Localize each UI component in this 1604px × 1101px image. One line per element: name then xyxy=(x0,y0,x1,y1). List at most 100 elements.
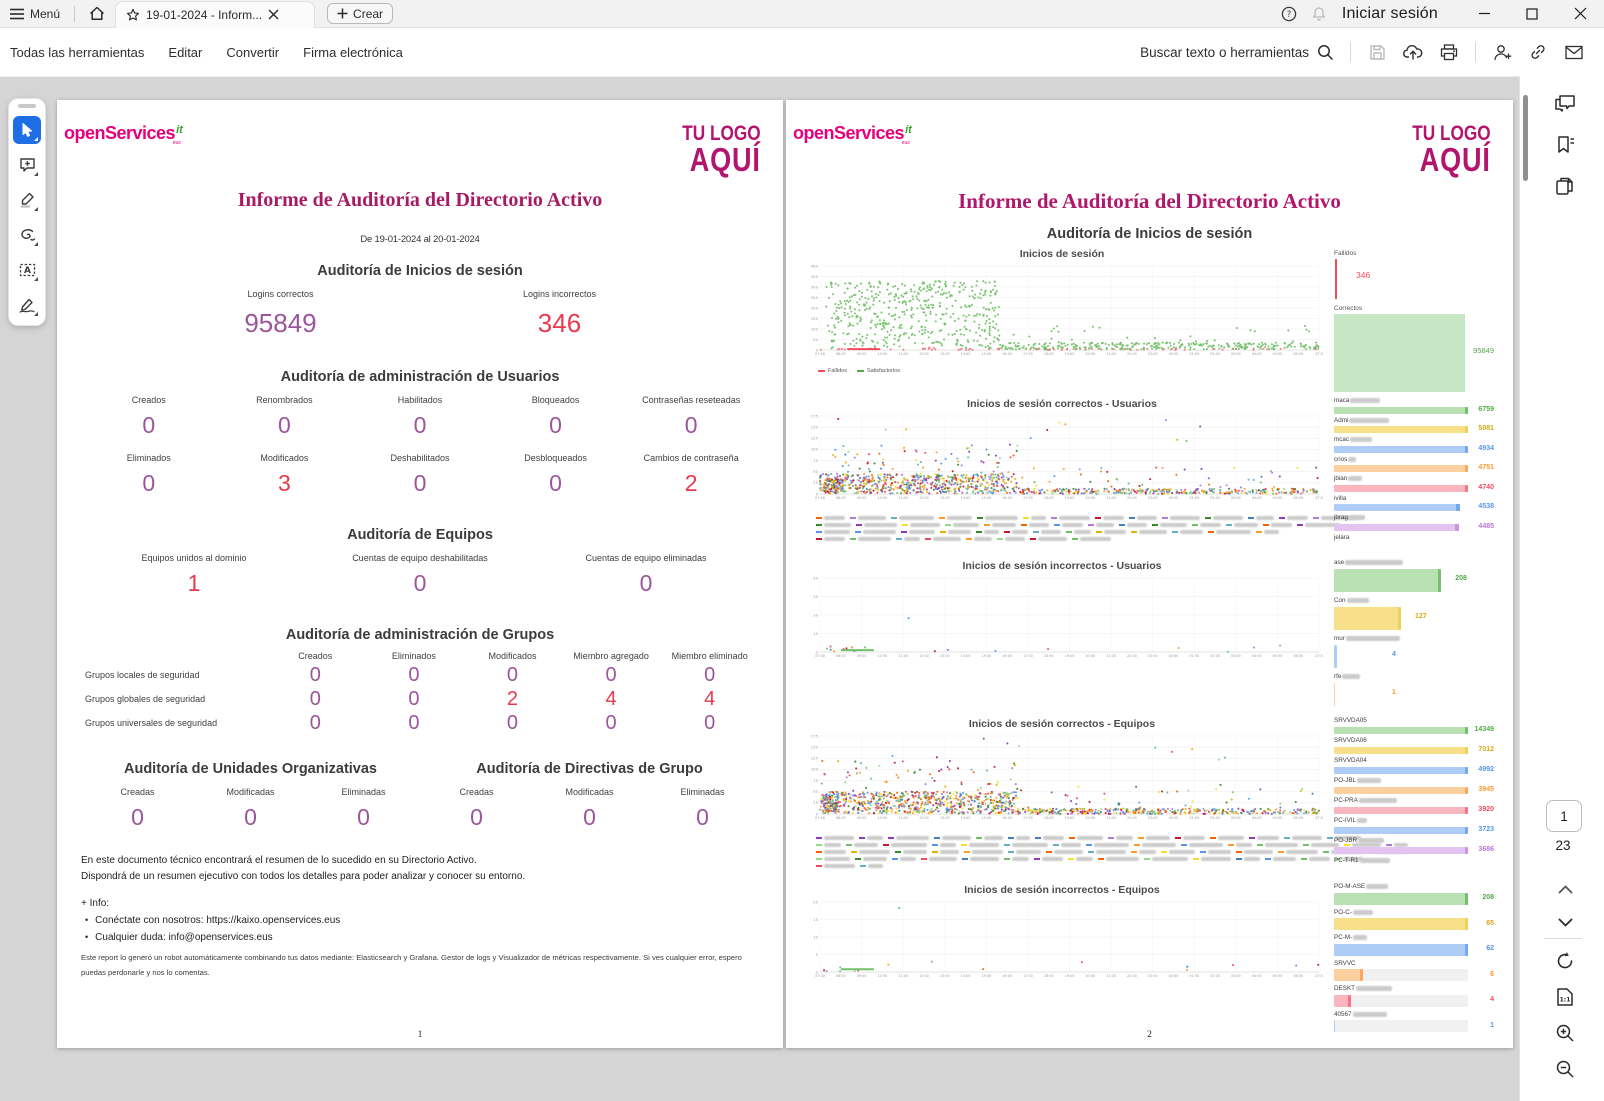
bar-label: ivilla xyxy=(1334,494,1347,502)
svg-text:23:00: 23:00 xyxy=(1148,654,1158,658)
bar-fill xyxy=(1334,786,1468,794)
request-signatures-button[interactable] xyxy=(1486,36,1518,68)
bookmarks-panel-button[interactable] xyxy=(1552,132,1578,158)
legend-item-redacted xyxy=(1335,856,1363,861)
esign-menu[interactable]: Firma electrónica xyxy=(303,44,403,60)
legend-item-redacted xyxy=(1205,515,1243,520)
vertical-scrollbar-thumb[interactable] xyxy=(1523,95,1528,181)
search-field[interactable]: Buscar texto o herramientas xyxy=(1140,44,1334,61)
ou-gpo-sections: Auditoría de Unidades Organizativas Crea… xyxy=(81,761,759,831)
select-tool[interactable] xyxy=(13,116,41,144)
minimize-button[interactable] xyxy=(1460,0,1508,27)
chart-side-correctos-usuarios: maca 6759 Admi 5081 mcac 4934 crios 4751 jbian 47… xyxy=(1334,397,1494,554)
legend-item-redacted xyxy=(1098,856,1139,861)
redacted-label xyxy=(970,856,999,861)
metric: Contraseñas reseteadas 0 xyxy=(623,395,759,439)
legend-swatch xyxy=(1008,836,1014,839)
svg-text:04:00: 04:00 xyxy=(1252,974,1262,978)
svg-text:09:00: 09:00 xyxy=(857,496,867,500)
legend-item-redacted xyxy=(891,515,934,520)
bar-fill xyxy=(1334,682,1336,706)
next-page-button[interactable] xyxy=(1552,909,1578,935)
bar-label: PC-PRA xyxy=(1334,797,1494,805)
zoom-out-button[interactable] xyxy=(1552,1056,1578,1082)
grupos-cell-value: 0 xyxy=(309,664,321,687)
metric-label: Contraseñas reseteadas xyxy=(642,395,741,406)
legend-item-redacted xyxy=(932,849,959,854)
select-text-tool[interactable]: A xyxy=(13,256,41,284)
star-icon[interactable] xyxy=(126,8,140,22)
redacted-label xyxy=(900,856,916,861)
bar-fill xyxy=(1334,994,1352,1007)
person-add-icon xyxy=(1493,44,1511,60)
bar-fill xyxy=(1334,726,1468,734)
save-button[interactable] xyxy=(1361,36,1393,68)
redacted-label xyxy=(899,515,934,520)
draw-tool[interactable] xyxy=(13,221,41,249)
svg-text:03:00: 03:00 xyxy=(1231,974,1241,978)
svg-text:04:00: 04:00 xyxy=(1252,496,1262,500)
share-button[interactable] xyxy=(1397,36,1429,68)
highlight-tool[interactable] xyxy=(13,186,41,214)
fill-sign-tool[interactable] xyxy=(13,291,41,319)
legend-item-redacted xyxy=(888,835,929,840)
chevron-up-icon xyxy=(1558,885,1572,893)
email-button[interactable] xyxy=(1558,36,1590,68)
redacted-label xyxy=(1183,835,1205,840)
bar-end-cap xyxy=(1397,606,1401,630)
actual-size-button[interactable]: 1:1 xyxy=(1552,984,1578,1010)
notifications-button[interactable] xyxy=(1304,0,1334,27)
highlighter-icon xyxy=(20,192,34,208)
page-number-input[interactable]: 1 xyxy=(1546,800,1582,832)
svg-text:21:00: 21:00 xyxy=(1106,816,1116,820)
menu-button[interactable]: Menú xyxy=(0,0,70,27)
get-link-button[interactable] xyxy=(1522,36,1554,68)
svg-text:175: 175 xyxy=(811,414,819,419)
comments-panel-button[interactable] xyxy=(1552,90,1578,116)
sign-in-button[interactable]: Iniciar sesión xyxy=(1341,4,1438,22)
bar-list-item: 40567 1 xyxy=(1334,1011,1494,1038)
legend-item-redacted xyxy=(816,529,850,534)
bar-end-cap xyxy=(1455,523,1459,531)
zoom-in-button[interactable] xyxy=(1552,1020,1578,1046)
legend-item-redacted xyxy=(1161,849,1195,854)
svg-text:13:00: 13:00 xyxy=(940,352,950,356)
metric: Bloqueados 0 xyxy=(488,395,624,439)
convert-menu[interactable]: Convertir xyxy=(226,44,280,60)
tab-close-icon[interactable] xyxy=(268,9,279,20)
print-button[interactable] xyxy=(1433,36,1465,68)
bar-row xyxy=(1334,918,1494,931)
redacted-label xyxy=(1366,884,1389,890)
redacted-label xyxy=(1043,835,1064,840)
panel-drag-handle[interactable] xyxy=(18,104,36,108)
rotate-page-button[interactable] xyxy=(1552,948,1578,974)
create-button[interactable]: Crear xyxy=(327,3,394,24)
edit-menu[interactable]: Editar xyxy=(168,44,203,60)
all-tools-menu[interactable]: Todas las herramientas xyxy=(10,44,145,60)
home-button[interactable] xyxy=(79,0,115,27)
legend-item-redacted xyxy=(1279,515,1308,520)
svg-text:04:00: 04:00 xyxy=(1252,654,1262,658)
gauge-label-fallidos: Fallidos xyxy=(1334,250,1357,258)
summary-paragraphs: En este documento técnico encontrará el … xyxy=(81,853,759,884)
bell-icon xyxy=(1312,6,1325,21)
svg-text:01:00: 01:00 xyxy=(1189,496,1199,500)
legend-item-redacted xyxy=(1033,529,1061,534)
maximize-button[interactable] xyxy=(1508,0,1556,27)
metric: Modificadas 0 xyxy=(533,787,646,831)
bar-label: PC-M- xyxy=(1334,934,1494,942)
legend-swatch xyxy=(1004,857,1010,860)
close-button[interactable] xyxy=(1556,0,1604,27)
previous-page-button[interactable] xyxy=(1552,876,1578,902)
document-tab[interactable]: 19-01-2024 - Inform... xyxy=(115,0,316,28)
redacted-label xyxy=(859,849,890,854)
bar-value: 1 xyxy=(1490,1021,1494,1029)
redacted-label xyxy=(1077,835,1103,840)
bar-label: Con xyxy=(1334,597,1494,605)
add-comment-tool[interactable] xyxy=(13,151,41,179)
metric-label: Habilitados xyxy=(397,395,443,406)
bar-list-item: mur 4 xyxy=(1334,635,1494,674)
pages-panel-button[interactable] xyxy=(1552,173,1578,199)
chart-side-incorrectos-equipos: PO-M-ASE 208 PO-C- 65 PC-M- 62 SRVVC 6 DESKT 4 405… xyxy=(1334,883,1494,1038)
help-button[interactable]: ? xyxy=(1274,0,1304,27)
